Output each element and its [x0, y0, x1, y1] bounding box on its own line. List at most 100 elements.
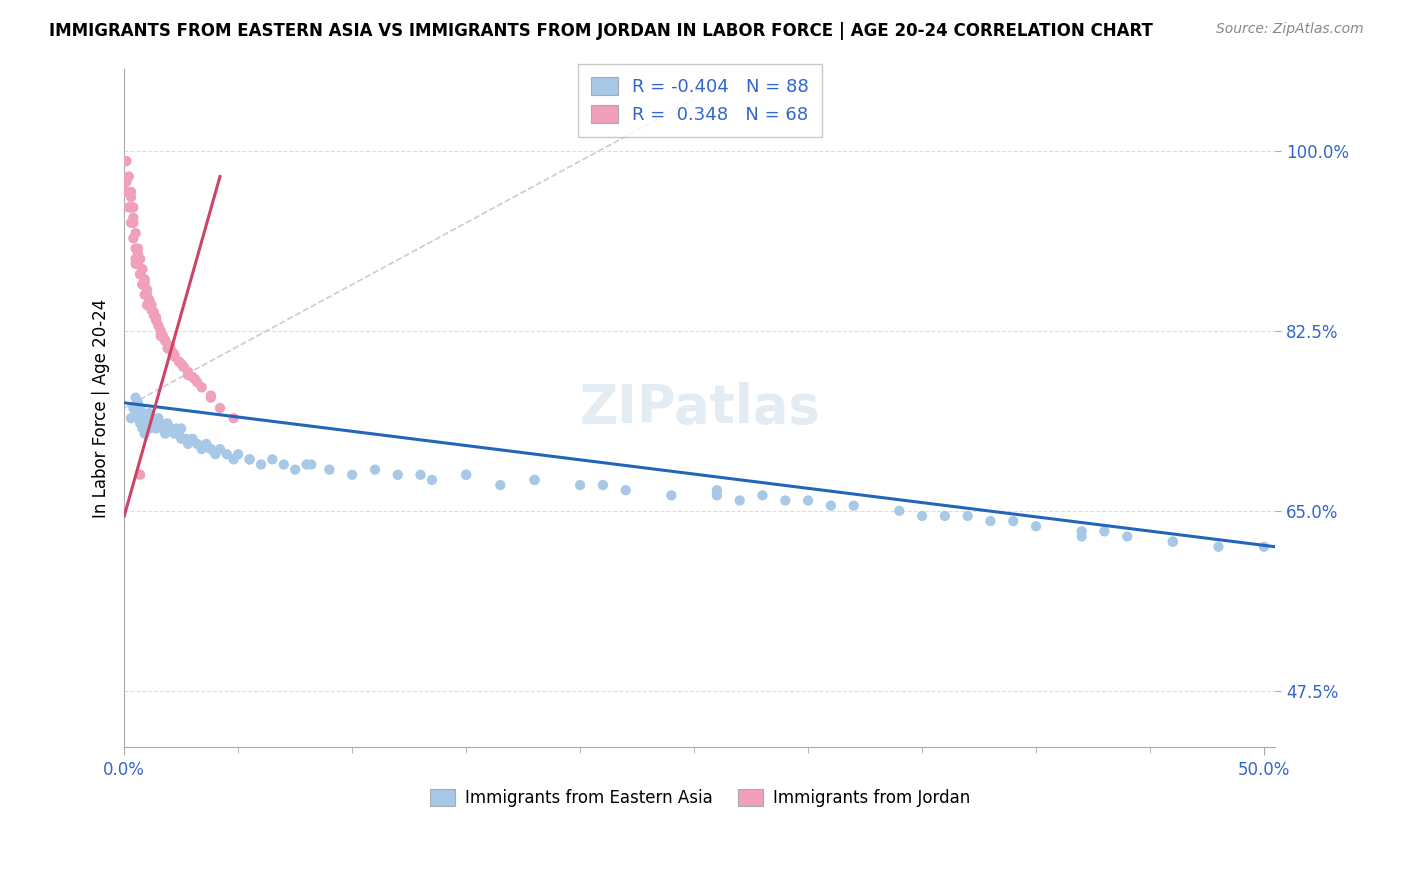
Point — [934, 508, 956, 523]
Point — [156, 341, 179, 355]
Y-axis label: In Labor Force | Age 20-24: In Labor Force | Age 20-24 — [93, 298, 110, 517]
Point — [152, 329, 174, 343]
Point — [124, 252, 146, 266]
Point — [239, 452, 262, 467]
Point — [131, 406, 153, 420]
Point — [173, 359, 195, 374]
Point — [364, 463, 387, 477]
Point — [592, 478, 614, 492]
Point — [134, 276, 156, 290]
Point — [136, 287, 159, 301]
Point — [284, 463, 307, 477]
Point — [226, 447, 249, 461]
Text: ZIPatlas: ZIPatlas — [579, 382, 820, 434]
Point — [138, 293, 160, 307]
Point — [120, 216, 142, 230]
Point — [659, 488, 682, 502]
Point — [1161, 534, 1184, 549]
Point — [122, 401, 145, 415]
Point — [204, 447, 226, 461]
Point — [159, 339, 181, 353]
Point — [200, 442, 222, 456]
Point — [149, 417, 172, 431]
Point — [131, 277, 153, 292]
Point — [145, 310, 167, 325]
Point — [797, 493, 820, 508]
Point — [167, 426, 190, 441]
Point — [127, 411, 149, 425]
Point — [129, 467, 152, 482]
Point — [273, 458, 295, 472]
Point — [262, 452, 284, 467]
Point — [115, 154, 138, 169]
Point — [318, 463, 340, 477]
Point — [523, 473, 546, 487]
Point — [122, 231, 145, 245]
Point — [177, 368, 200, 382]
Point — [215, 447, 238, 461]
Point — [911, 508, 934, 523]
Point — [170, 432, 193, 446]
Point — [614, 483, 637, 498]
Point — [208, 401, 231, 415]
Point — [120, 200, 142, 214]
Point — [155, 333, 177, 347]
Point — [456, 467, 478, 482]
Point — [136, 283, 159, 297]
Point — [155, 334, 177, 348]
Point — [239, 452, 262, 467]
Point — [190, 380, 212, 394]
Point — [118, 200, 141, 214]
Point — [775, 493, 797, 508]
Point — [118, 169, 141, 184]
Point — [134, 411, 156, 425]
Point — [127, 396, 149, 410]
Point — [149, 324, 172, 338]
Point — [124, 257, 146, 271]
Point — [184, 372, 207, 386]
Legend: Immigrants from Eastern Asia, Immigrants from Jordan: Immigrants from Eastern Asia, Immigrants… — [423, 782, 977, 814]
Point — [120, 190, 142, 204]
Point — [250, 458, 273, 472]
Point — [387, 467, 409, 482]
Point — [148, 411, 170, 425]
Point — [956, 508, 979, 523]
Point — [118, 185, 141, 199]
Point — [200, 388, 222, 402]
Point — [124, 226, 146, 240]
Point — [1116, 529, 1139, 543]
Point — [124, 242, 146, 256]
Point — [148, 318, 170, 333]
Point — [163, 347, 186, 361]
Point — [456, 467, 478, 482]
Point — [186, 437, 208, 451]
Point — [141, 298, 163, 312]
Point — [120, 185, 142, 199]
Point — [136, 298, 159, 312]
Point — [136, 417, 159, 431]
Point — [295, 458, 318, 472]
Point — [174, 432, 197, 446]
Point — [1025, 519, 1047, 533]
Point — [127, 257, 149, 271]
Point — [181, 432, 204, 446]
Point — [979, 514, 1001, 528]
Point — [751, 488, 773, 502]
Point — [170, 357, 193, 371]
Point — [156, 417, 179, 431]
Point — [195, 437, 218, 451]
Point — [141, 411, 163, 425]
Point — [160, 344, 183, 359]
Point — [149, 329, 172, 343]
Point — [122, 211, 145, 225]
Point — [127, 246, 149, 260]
Point — [1070, 529, 1092, 543]
Point — [124, 406, 146, 420]
Point — [177, 437, 200, 451]
Point — [523, 473, 546, 487]
Point — [706, 488, 728, 502]
Point — [129, 267, 152, 281]
Point — [170, 421, 193, 435]
Point — [420, 473, 443, 487]
Point — [1002, 514, 1025, 528]
